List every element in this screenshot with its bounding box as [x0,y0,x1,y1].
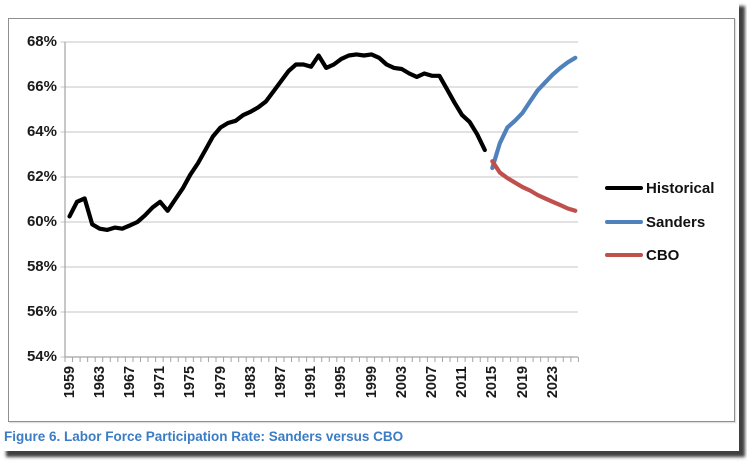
y-tick-label: 58% [26,258,57,275]
legend-label: Historical [646,179,715,197]
x-tick-label: 1971 [152,365,169,399]
x-tick-label: 1979 [212,365,229,399]
x-tick-label: 1967 [121,365,138,399]
plot-area [60,41,579,362]
x-tick-label: 1975 [182,365,199,399]
x-tick-label: 2011 [454,366,471,398]
x-tick-label: 1959 [61,365,78,399]
series-line-cbo [490,159,578,213]
x-tick-label: 2003 [393,365,410,399]
x-tick-label: 1995 [333,365,350,399]
series-line-historical [67,52,487,232]
y-tick-label: 60% [26,213,57,230]
x-tick-label: 2019 [514,365,531,399]
y-tick-label: 66% [26,78,57,95]
x-tick-label: 2023 [544,365,561,399]
legend-item-cbo: CBO [605,245,679,265]
x-tick-label: 1963 [91,365,108,399]
x-tick-label: 1999 [363,365,380,399]
legend-line-swatch [605,186,643,190]
legend-item-sanders: Sanders [605,212,705,232]
legend-line-swatch [605,220,643,224]
x-tick-label: 1991 [303,365,320,399]
x-tick-label: 2015 [484,365,501,399]
y-tick-label: 54% [26,348,57,365]
y-tick-label: 64% [26,123,57,140]
x-tick-label: 1983 [242,365,259,399]
x-tick-label: 2007 [423,365,440,399]
x-tick-label: 1987 [272,365,289,399]
legend-label: CBO [646,246,680,264]
legend-label: Sanders [646,213,706,231]
y-tick-label: 68% [26,33,57,50]
y-tick-label: 56% [26,303,57,320]
legend-item-historical: Historical [605,178,714,198]
y-tick-label: 62% [26,168,57,185]
figure-caption: Figure 6. Labor Force Participation Rate… [4,429,404,444]
legend-line-swatch [605,253,643,257]
chart-frame: 68% 66% 64% 62% 60% 58% 56% 54% 1959 1963 1967 197… [8,18,735,422]
series-line-sanders [490,55,578,171]
figure-image: 68% 66% 64% 62% 60% 58% 56% 54% 1959 1963 1967 197… [4,18,735,444]
